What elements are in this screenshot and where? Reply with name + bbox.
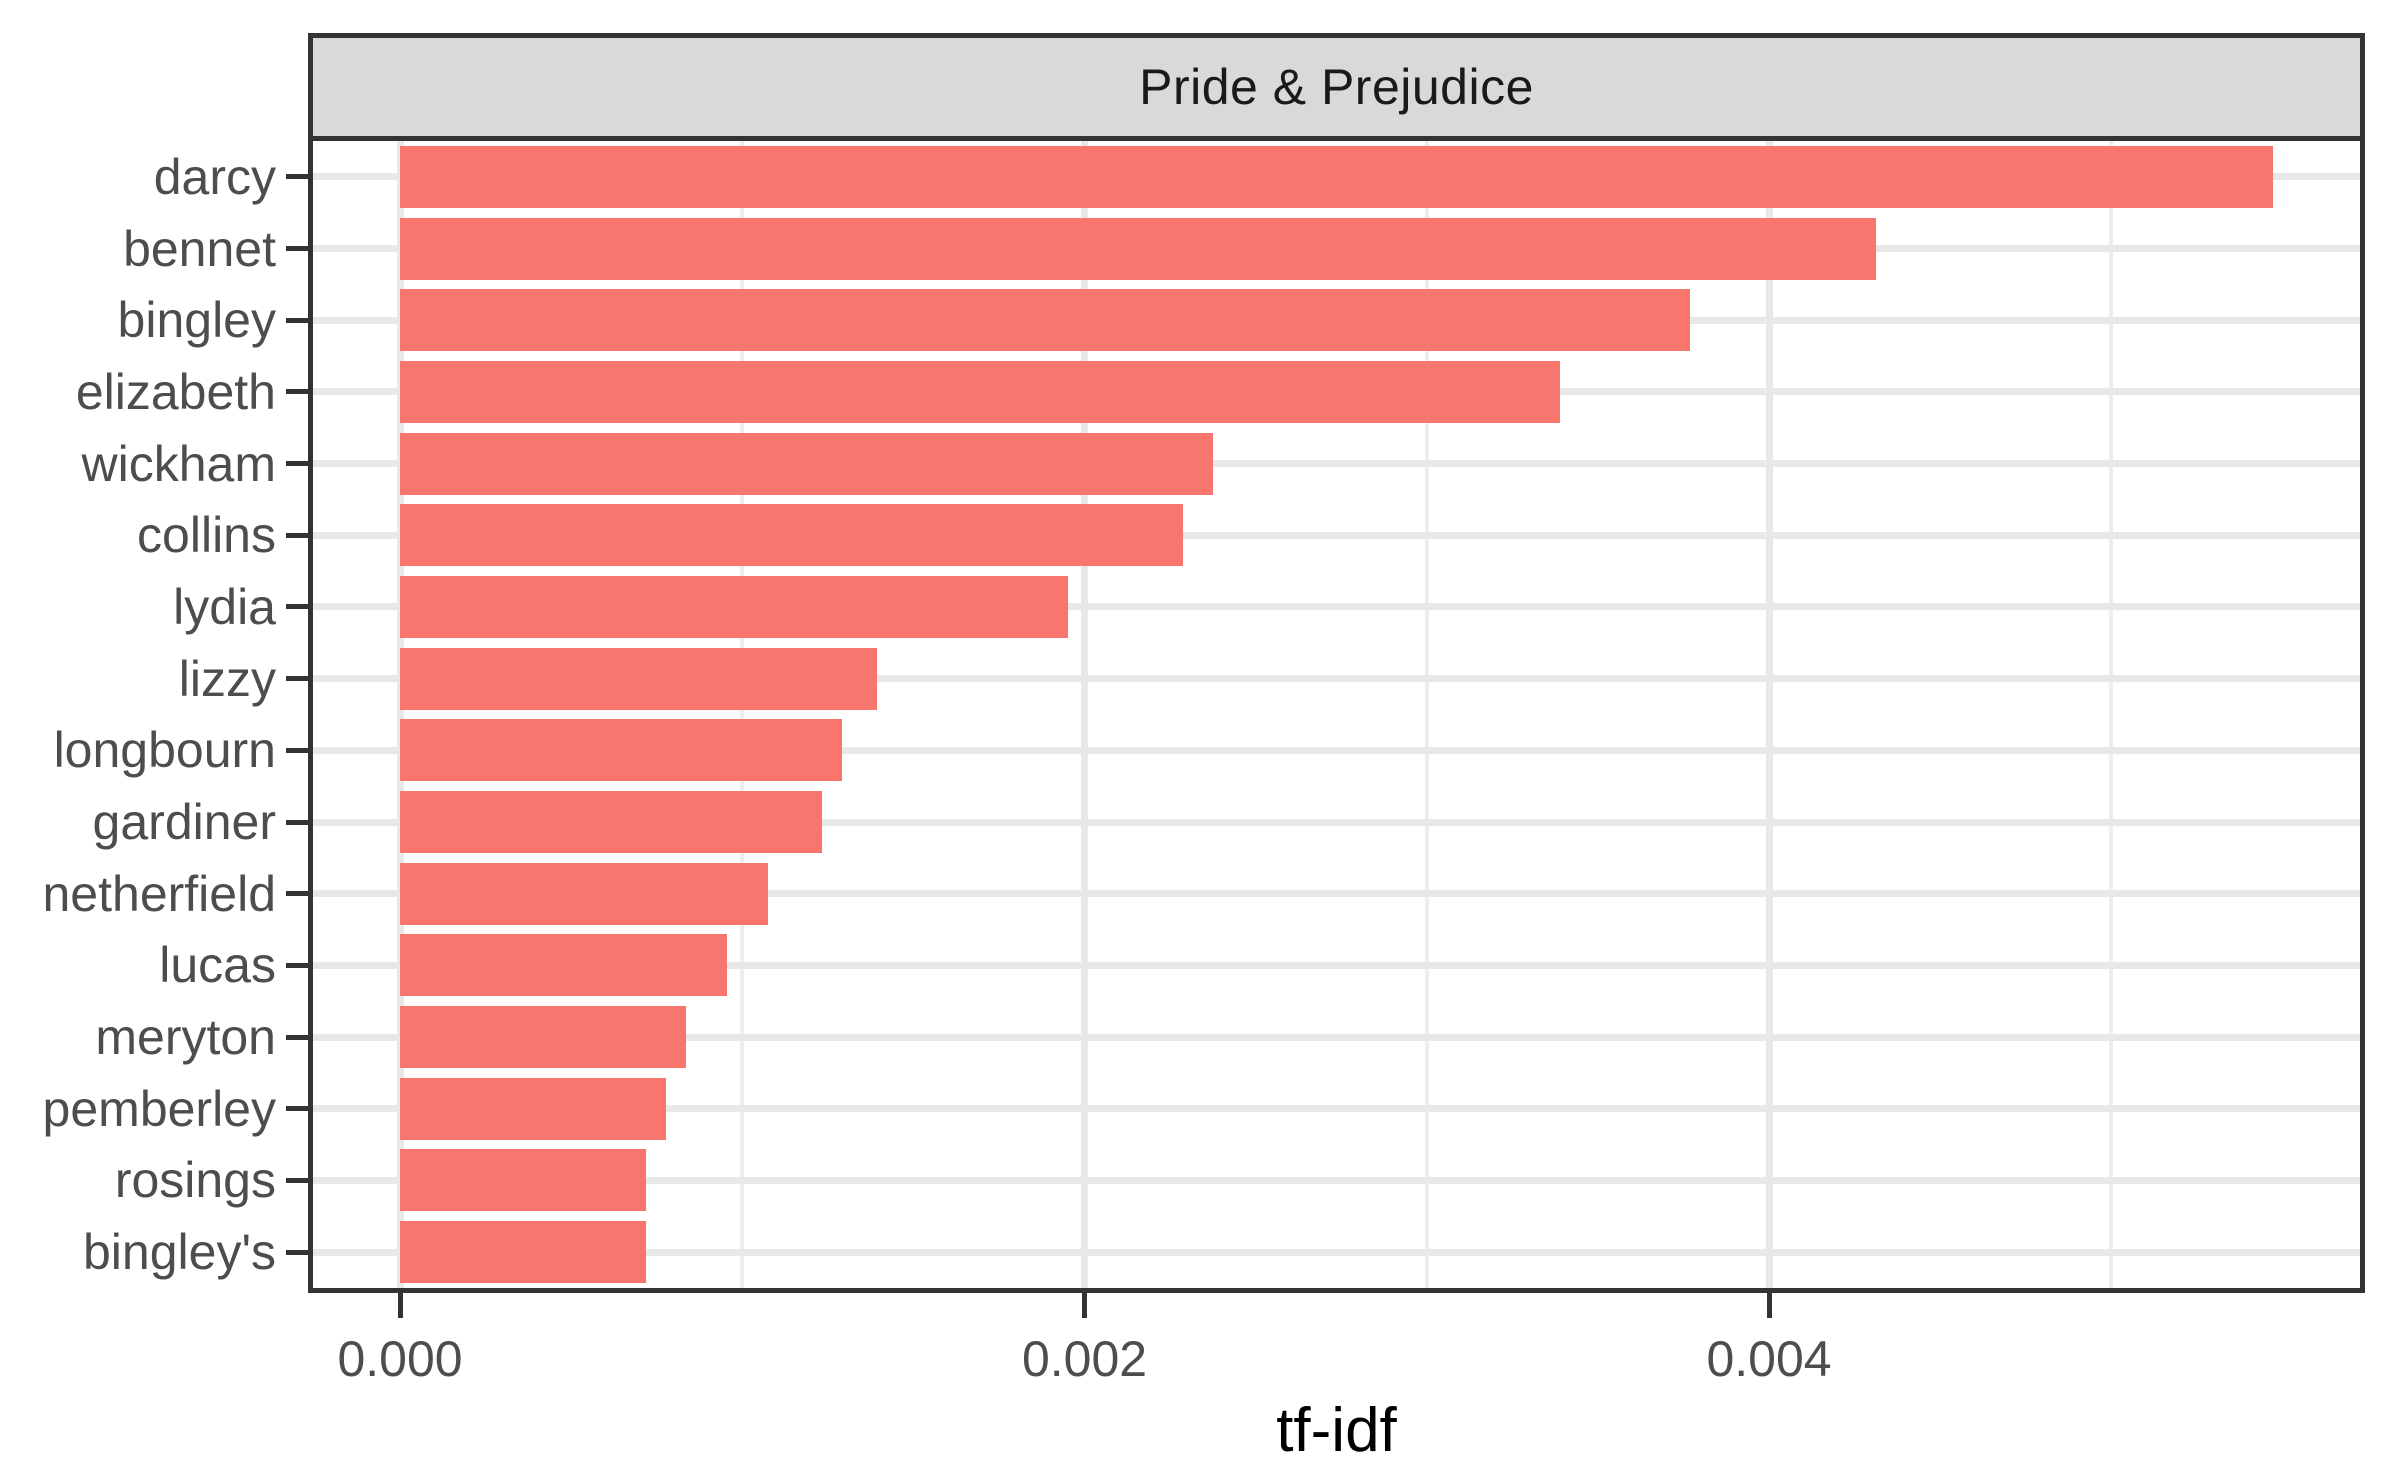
y-axis-tick (286, 1249, 308, 1255)
gridline-major-horizontal (313, 1176, 2360, 1184)
gridline-major-horizontal (313, 890, 2360, 898)
gridline-major-horizontal (313, 603, 2360, 611)
y-axis-label-gardiner: gardiner (92, 794, 276, 851)
y-axis-label-wickham: wickham (81, 435, 276, 492)
gridline-major-vertical (396, 141, 404, 1288)
gridline-minor-vertical (740, 141, 745, 1288)
y-axis-tick (286, 1034, 308, 1040)
y-axis-tick (286, 676, 308, 682)
y-axis-tick (286, 819, 308, 825)
y-axis-tick (286, 604, 308, 610)
y-axis-tick (286, 532, 308, 538)
y-axis-tick (286, 246, 308, 252)
bar-bennet (400, 217, 1877, 280)
x-axis-tick-label: 0.000 (337, 1331, 463, 1387)
x-axis-title: tf-idf (1276, 1396, 1397, 1465)
y-axis-label-meryton: meryton (95, 1009, 276, 1066)
y-axis-tick (286, 1177, 308, 1183)
bar-bingley's (400, 1221, 647, 1284)
gridline-major-vertical (1765, 141, 1773, 1288)
gridline-major-horizontal (313, 1033, 2360, 1041)
x-axis-tick (397, 1293, 403, 1318)
y-axis-tick (286, 962, 308, 968)
bar-pemberley (400, 1077, 666, 1140)
bar-darcy (400, 145, 2273, 208)
gridline-major-horizontal (313, 746, 2360, 754)
y-axis-label-lucas: lucas (159, 937, 276, 994)
y-axis-label-bingley's: bingley's (83, 1224, 276, 1281)
gridline-major-horizontal (313, 961, 2360, 969)
y-axis-tick (286, 174, 308, 180)
x-axis-tick (1766, 1293, 1772, 1318)
plot-panel (308, 136, 2365, 1293)
bar-netherfield (400, 862, 768, 925)
facet-strip: Pride & Prejudice (308, 33, 2365, 136)
bar-elizabeth (400, 360, 1561, 423)
y-axis-label-bennet: bennet (123, 220, 276, 277)
gridline-major-horizontal (313, 1105, 2360, 1113)
y-axis-label-darcy: darcy (153, 148, 276, 205)
y-axis-tick (286, 747, 308, 753)
bar-meryton (400, 1006, 687, 1069)
y-axis-tick (286, 389, 308, 395)
y-axis-label-collins: collins (137, 507, 276, 564)
y-axis-tick (286, 317, 308, 323)
gridline-major-vertical (1081, 141, 1088, 1288)
bar-wickham (400, 432, 1214, 495)
bar-lydia (400, 575, 1069, 638)
x-axis-tick-label: 0.002 (1021, 1331, 1148, 1387)
facet-strip-title: Pride & Prejudice (1139, 59, 1534, 115)
y-axis-label-longbourn: longbourn (53, 722, 276, 779)
bar-gardiner (400, 791, 822, 854)
y-axis-label-bingley: bingley (117, 292, 276, 349)
y-axis-tick (286, 891, 308, 897)
y-axis-label-lydia: lydia (173, 578, 276, 635)
y-axis-label-netherfield: netherfield (42, 865, 277, 922)
y-axis-label-rosings: rosings (114, 1152, 276, 1209)
bar-collins (400, 504, 1184, 567)
y-axis-label-pemberley: pemberley (42, 1080, 276, 1137)
y-axis-label-elizabeth: elizabeth (75, 363, 276, 420)
x-axis-tick-label: 0.004 (1706, 1331, 1832, 1387)
bar-lizzy (400, 647, 878, 710)
gridline-major-horizontal (313, 531, 2360, 539)
gridline-major-horizontal (313, 818, 2360, 826)
bar-longbourn (400, 719, 843, 782)
gridline-minor-vertical (2109, 141, 2114, 1288)
gridline-minor-vertical (1424, 141, 1429, 1288)
gridline-major-horizontal (313, 460, 2360, 468)
bar-bingley (400, 289, 1690, 352)
bar-lucas (400, 934, 728, 997)
y-axis-label-lizzy: lizzy (178, 650, 276, 707)
y-axis-tick (286, 1106, 308, 1112)
bar-rosings (400, 1149, 647, 1212)
x-axis-tick (1082, 1293, 1087, 1318)
gridline-major-horizontal (313, 675, 2360, 683)
gridline-major-horizontal (313, 1248, 2360, 1256)
y-axis-tick (286, 461, 308, 467)
